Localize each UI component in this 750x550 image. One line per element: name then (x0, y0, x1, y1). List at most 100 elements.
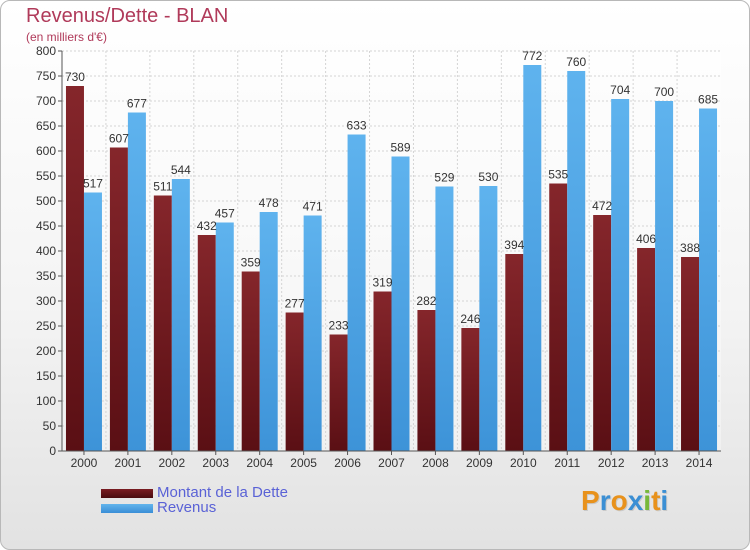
bar-debt (505, 254, 524, 451)
bar-debt (329, 334, 348, 451)
data-label-debt: 359 (241, 256, 261, 270)
y-tick-label: 100 (36, 394, 56, 408)
bar-revenue (303, 215, 322, 451)
y-tick-label: 650 (36, 119, 56, 133)
bar-revenue (127, 112, 146, 451)
y-tick-label: 150 (36, 369, 56, 383)
y-tick-label: 800 (36, 44, 56, 58)
data-label-revenue: 700 (654, 85, 674, 99)
chart-title: Revenus/Dette - BLAN (26, 5, 229, 27)
bar-debt (593, 215, 612, 451)
bar-debt (681, 257, 700, 451)
legend-label-revenue: Revenus (157, 499, 217, 516)
logo-letter: i (660, 485, 669, 516)
data-label-revenue: 704 (610, 83, 630, 97)
bar-debt (373, 291, 392, 451)
bar-revenue (215, 222, 234, 451)
data-label-debt: 511 (153, 180, 172, 194)
logo-letter: r (599, 485, 611, 516)
y-tick-label: 50 (43, 419, 57, 433)
data-label-debt: 233 (329, 319, 349, 333)
bar-revenue (699, 108, 718, 451)
bar-debt (197, 235, 216, 451)
data-label-revenue: 589 (390, 141, 410, 155)
data-label-revenue: 529 (434, 171, 454, 185)
data-label-revenue: 478 (259, 196, 279, 210)
data-label-revenue: 530 (478, 170, 498, 184)
data-label-debt: 730 (65, 70, 85, 84)
data-label-debt: 277 (285, 297, 305, 311)
legend-label-debt: Montant de la Dette (157, 484, 288, 501)
logo-letter: P (581, 485, 600, 516)
bar-debt (109, 147, 128, 451)
data-label-revenue: 544 (171, 163, 191, 177)
x-tick-label: 2009 (466, 456, 493, 470)
data-label-debt: 432 (197, 219, 217, 233)
x-tick-label: 2000 (71, 456, 98, 470)
y-tick-label: 450 (36, 219, 56, 233)
data-label-revenue: 677 (127, 97, 147, 111)
data-label-debt: 472 (592, 199, 612, 213)
data-label-debt: 535 (548, 168, 568, 182)
bar-debt (417, 310, 436, 451)
data-label-debt: 246 (460, 312, 480, 326)
chart-subtitle: (en milliers d'€) (26, 30, 107, 44)
legend-swatch-debt (101, 489, 153, 498)
y-tick-label: 350 (36, 269, 56, 283)
data-label-debt: 607 (109, 132, 129, 146)
axes: 0 50 100 150 200 250 300 350 400 450 500 550 600 650 7… (36, 44, 721, 470)
y-tick-label: 550 (36, 169, 56, 183)
data-label-revenue: 471 (303, 200, 323, 214)
x-tick-label: 2013 (642, 456, 669, 470)
y-tick-label: 250 (36, 319, 56, 333)
bar-debt (285, 312, 304, 451)
bar-revenue (171, 179, 190, 451)
bar-revenue (611, 99, 630, 451)
bar-revenue (259, 212, 278, 451)
y-tick-label: 700 (36, 94, 56, 108)
bar-revenue (347, 134, 366, 451)
y-tick-label: 400 (36, 244, 56, 258)
bar-debt (241, 271, 260, 451)
x-tick-label: 2012 (598, 456, 625, 470)
y-tick-label: 0 (49, 444, 56, 458)
y-tick-label: 750 (36, 69, 56, 83)
y-tick-label: 500 (36, 194, 56, 208)
y-tick-label: 200 (36, 344, 56, 358)
proxiti-logo: Proxiti (581, 485, 668, 517)
bars (65, 65, 718, 451)
bar-revenue (479, 186, 498, 451)
y-tick-label: 600 (36, 144, 56, 158)
logo-letter: i (643, 485, 652, 516)
data-label-debt: 406 (636, 232, 656, 246)
legend-swatch-revenue (101, 504, 153, 513)
bar-debt (549, 183, 568, 451)
data-label-revenue: 633 (347, 119, 367, 133)
x-tick-label: 2008 (422, 456, 449, 470)
x-tick-label: 2002 (158, 456, 185, 470)
data-label-debt: 388 (680, 241, 700, 255)
data-label-debt: 282 (416, 294, 436, 308)
bar-revenue (391, 156, 410, 451)
x-tick-label: 2005 (290, 456, 317, 470)
x-tick-label: 2010 (510, 456, 537, 470)
x-tick-label: 2011 (554, 456, 580, 470)
logo-letter: t (651, 485, 661, 516)
bar-debt (637, 248, 656, 451)
x-tick-label: 2004 (246, 456, 273, 470)
logo-letter: o (610, 485, 628, 516)
data-label-debt: 394 (504, 238, 524, 252)
data-label-revenue: 760 (566, 55, 586, 69)
x-tick-label: 2003 (202, 456, 229, 470)
x-tick-label: 2006 (334, 456, 361, 470)
bar-revenue (567, 71, 586, 451)
bar-debt (153, 195, 172, 451)
x-tick-label: 2001 (115, 456, 142, 470)
logo-letter: x (627, 485, 644, 516)
data-label-revenue: 457 (215, 207, 235, 221)
bar-revenue (523, 65, 542, 451)
data-label-revenue: 772 (522, 49, 542, 63)
data-label-revenue: 517 (83, 177, 103, 191)
